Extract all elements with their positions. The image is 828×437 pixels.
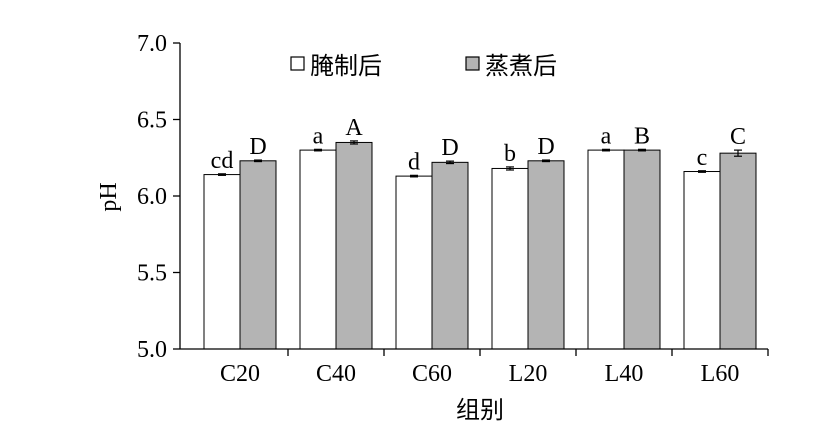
- bar-l20-s0: [491, 167, 529, 350]
- sig-label-l40-s0: a: [601, 123, 612, 149]
- legend-swatch-cooked: [465, 56, 480, 71]
- bar-l60-s1: [719, 152, 757, 350]
- sig-label-c60-s1: D: [441, 135, 458, 161]
- x-tick-label-l60: L60: [701, 361, 740, 387]
- sig-label-c20-s0: cd: [211, 148, 234, 174]
- error-bars-layer: [218, 140, 742, 178]
- bar-c40-s0: [299, 149, 337, 350]
- x-tick-label-c20: C20: [220, 361, 260, 387]
- y-tick-label: 5.5: [137, 261, 167, 287]
- bar-l20-s1: [527, 160, 565, 350]
- sig-label-l60-s1: C: [730, 124, 746, 150]
- legend: 腌制后 蒸煮后: [290, 53, 557, 80]
- bar-c40-s1: [335, 141, 373, 350]
- bar-c60-s1: [431, 161, 469, 350]
- y-tick-label: 5.0: [137, 337, 167, 363]
- y-tick-label: 7.0: [137, 31, 167, 57]
- legend-swatch-marinated: [290, 56, 305, 71]
- y-tick-label: 6.5: [137, 108, 167, 134]
- sig-label-c20-s1: D: [249, 134, 266, 160]
- y-axis-title: pH: [96, 182, 122, 211]
- y-ticks: 5.0 5.5 6.0 6.5 7.0: [137, 31, 180, 363]
- sig-label-l40-s1: B: [634, 123, 650, 149]
- bar-c20-s0: [203, 174, 241, 350]
- x-tick-label-c40: C40: [316, 361, 356, 387]
- x-tick-label-l20: L20: [509, 361, 548, 387]
- bar-l40-s0: [587, 149, 625, 350]
- bar-c20-s1: [239, 160, 277, 350]
- sig-label-c40-s0: a: [313, 123, 324, 149]
- x-axis-title: 组别: [456, 397, 504, 424]
- sig-label-l60-s0: c: [697, 145, 708, 171]
- bar-l60-s0: [683, 171, 721, 350]
- bar-c60-s0: [395, 175, 433, 350]
- bar-l40-s1: [623, 149, 661, 350]
- bars-layer: [203, 141, 757, 350]
- sig-label-l20-s1: D: [537, 134, 554, 160]
- legend-label-cooked: 蒸煮后: [485, 53, 557, 80]
- sig-label-l20-s0: b: [504, 141, 516, 167]
- x-tick-label-l40: L40: [605, 361, 644, 387]
- significance-labels-layer: cd a d b a c D A D D B C: [211, 115, 746, 175]
- sig-label-c60-s0: d: [408, 149, 420, 175]
- x-ticks: C20 C40 C60 L20 L40 L60: [220, 349, 769, 387]
- legend-label-marinated: 腌制后: [310, 53, 382, 80]
- y-tick-label: 6.0: [137, 184, 167, 210]
- sig-label-c40-s1: A: [345, 115, 363, 141]
- x-tick-label-c60: C60: [412, 361, 452, 387]
